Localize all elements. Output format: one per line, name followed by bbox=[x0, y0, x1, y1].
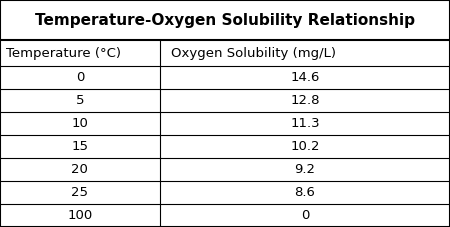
Text: 5: 5 bbox=[76, 94, 84, 107]
Text: 0: 0 bbox=[76, 71, 84, 84]
Text: 20: 20 bbox=[72, 163, 88, 176]
Text: 15: 15 bbox=[72, 140, 88, 153]
Text: Temperature-Oxygen Solubility Relationship: Temperature-Oxygen Solubility Relationsh… bbox=[35, 12, 415, 27]
Text: 8.6: 8.6 bbox=[294, 186, 315, 199]
Text: 25: 25 bbox=[72, 186, 88, 199]
Text: 10.2: 10.2 bbox=[290, 140, 320, 153]
Text: 0: 0 bbox=[301, 209, 309, 222]
Text: Oxygen Solubility (mg/L): Oxygen Solubility (mg/L) bbox=[171, 47, 336, 59]
Text: 11.3: 11.3 bbox=[290, 117, 320, 130]
Text: 10: 10 bbox=[72, 117, 88, 130]
Text: Temperature (°C): Temperature (°C) bbox=[6, 47, 122, 59]
Text: 9.2: 9.2 bbox=[294, 163, 315, 176]
Text: 12.8: 12.8 bbox=[290, 94, 320, 107]
Text: 100: 100 bbox=[67, 209, 93, 222]
Text: 14.6: 14.6 bbox=[290, 71, 320, 84]
